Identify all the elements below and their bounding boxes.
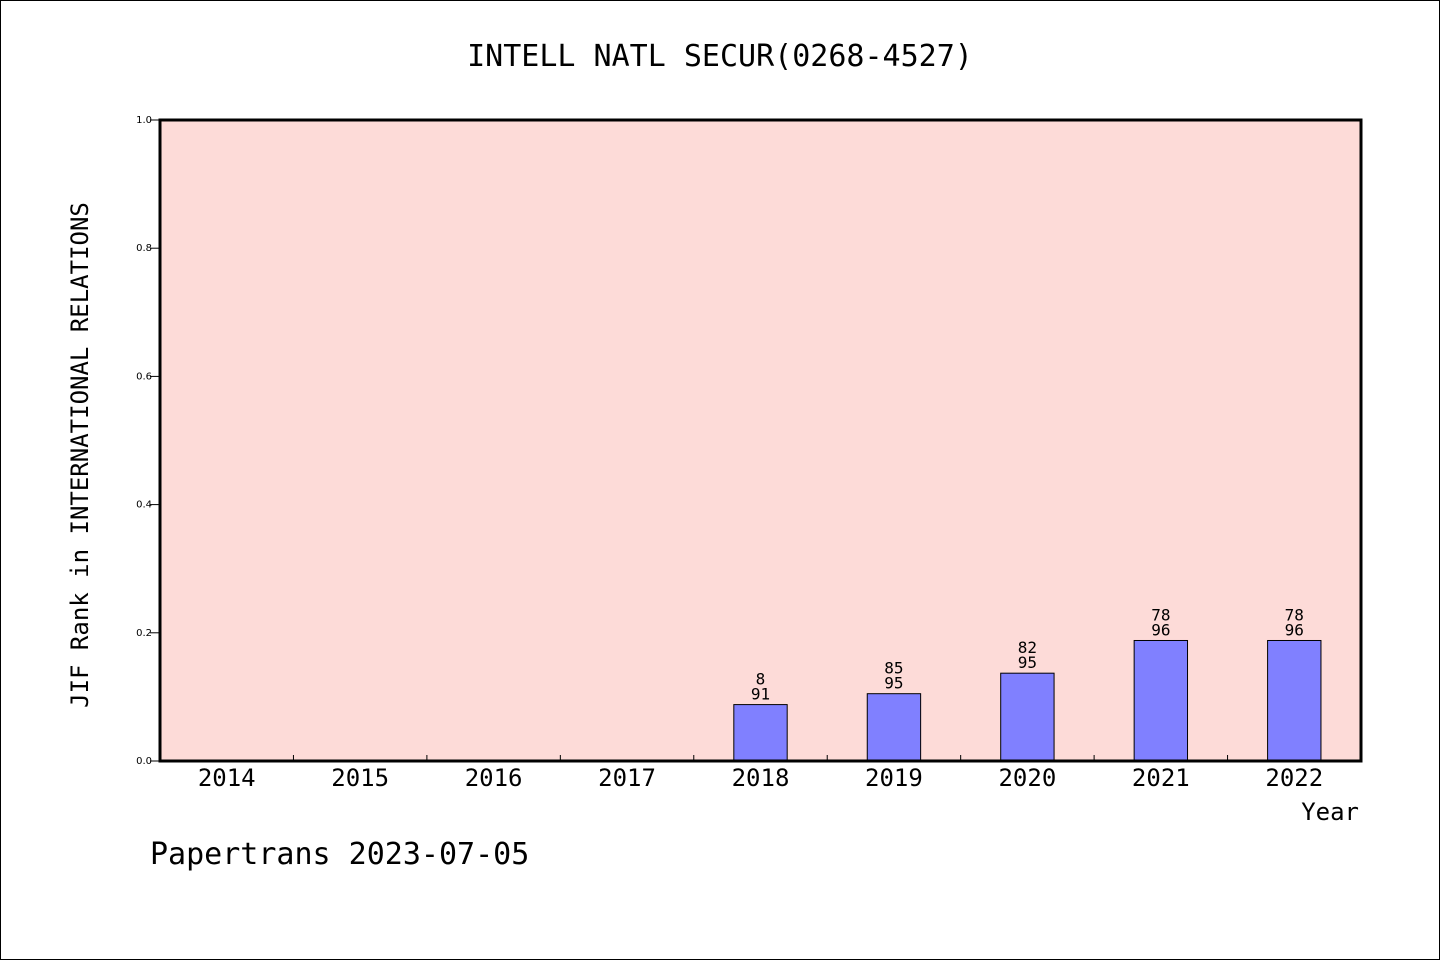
y-tick-label: 0.8 [136, 243, 152, 254]
bar-2022 [1267, 639, 1322, 762]
y-ticks-group: 0.0 0.2 0.4 0.6 0.8 1.0 [136, 115, 159, 767]
x-tick-label: 2018 [732, 764, 790, 792]
bar-rank-label: 78 [1151, 605, 1170, 624]
bar-rank-label: 85 [884, 659, 903, 678]
bar-total-label: 95 [1018, 653, 1037, 672]
x-tick-label: 2021 [1132, 764, 1190, 792]
x-tick-label: 2020 [998, 764, 1056, 792]
plot-border [158, 118, 1363, 763]
footer-credit: Papertrans 2023-07-05 [150, 837, 529, 872]
bars-group [733, 639, 1322, 762]
bar-2019 [866, 693, 922, 762]
chart-title: INTELL NATL SECUR(0268-4527) [467, 39, 973, 74]
y-tick-label: 0.6 [136, 371, 152, 382]
bar-2018 [733, 704, 788, 762]
y-tick-label: 0.4 [136, 500, 152, 511]
x-tick-label: 2015 [331, 764, 389, 792]
bar-2021 [1133, 639, 1189, 762]
x-tick-label: 2017 [598, 764, 656, 792]
x-tick-label: 2022 [1265, 764, 1323, 792]
x-tick-label: 2019 [865, 764, 923, 792]
y-tick-label: 1.0 [136, 115, 152, 126]
y-tick-label: 0.2 [136, 628, 152, 639]
x-axis-label: Year [1301, 798, 1359, 826]
bar-total-label: 91 [751, 685, 770, 704]
x-tick-label: 2014 [198, 764, 256, 792]
bar-rank-label: 8 [756, 670, 766, 689]
y-tick-label: 0.0 [136, 756, 152, 767]
bar-rank-label: 78 [1285, 605, 1304, 624]
bar-rank-label: 82 [1018, 638, 1037, 657]
x-tick-label: 2016 [465, 764, 523, 792]
bar-total-label: 96 [1151, 620, 1170, 639]
y-axis-label: JIF Rank in INTERNATIONAL RELATIONS [66, 202, 94, 708]
bar-2020 [1000, 672, 1055, 762]
bar-total-label: 95 [884, 674, 903, 693]
x-ticks-group: 2014 2015 2016 2017 2018 2019 2020 2021 2022 [198, 755, 1323, 792]
bar-total-label: 96 [1285, 620, 1304, 639]
